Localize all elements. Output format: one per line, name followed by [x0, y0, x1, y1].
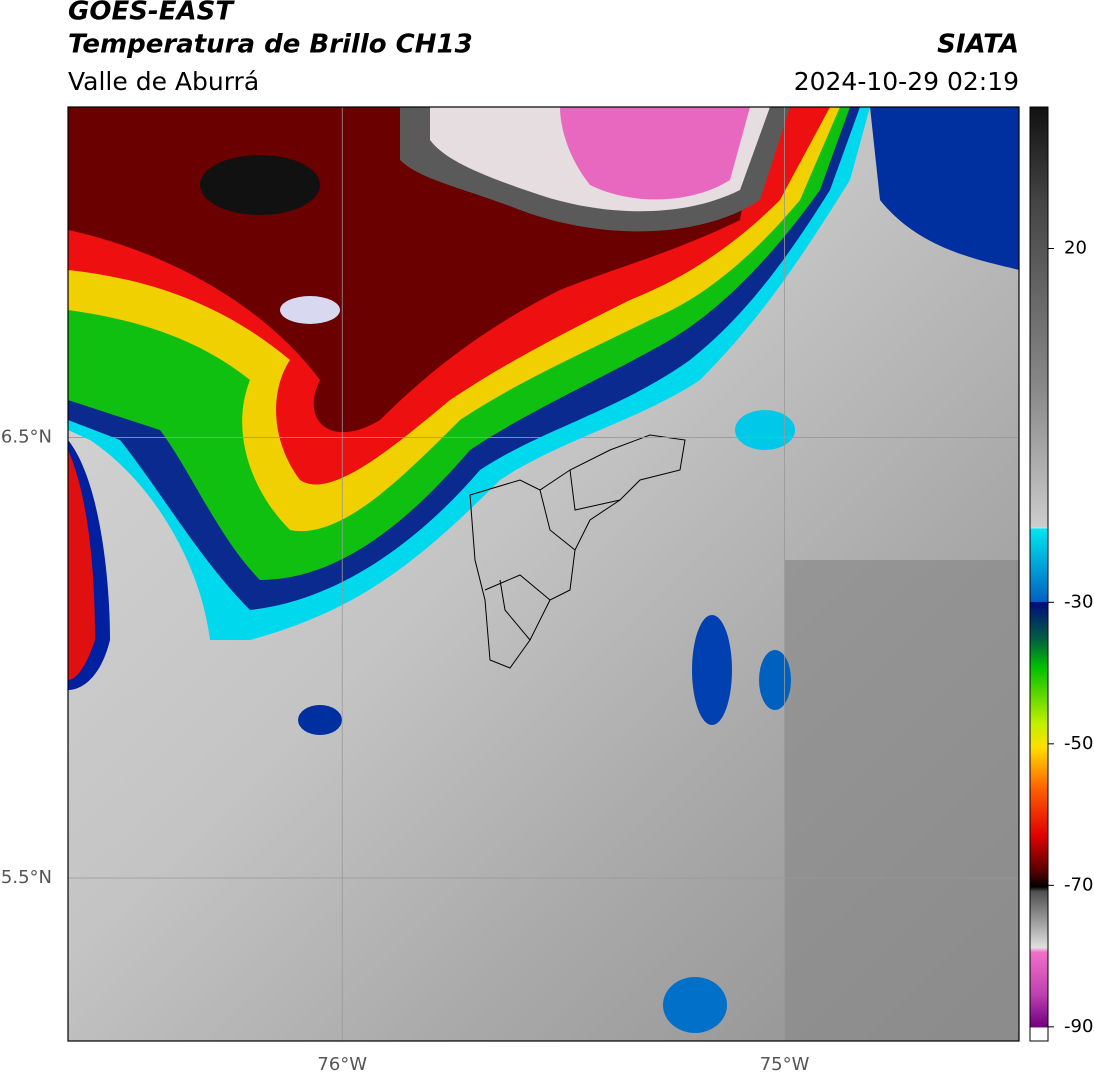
map-frame: [67, 106, 1020, 1042]
cold-cloud: [759, 650, 791, 710]
colorbar-tick-label: 20: [1064, 238, 1087, 259]
lat-tick-label: 5.5°N: [1, 867, 52, 888]
cold-cloud: [735, 410, 795, 450]
satellite-image: [68, 107, 1019, 1041]
lon-tick-label: 76°W: [317, 1054, 367, 1075]
cold-cloud: [68, 450, 95, 680]
cold-cloud: [663, 977, 727, 1033]
very-cold-cloud: [200, 155, 320, 215]
colorbar-tick-label: -30: [1064, 591, 1093, 612]
title: GOES-EAST: [68, 0, 235, 27]
cold-cloud: [692, 615, 732, 725]
lat-tick-label: 6.5°N: [1, 426, 52, 447]
subtitle: Temperatura de Brillo CH13: [68, 30, 473, 60]
cloud-field: [785, 560, 1019, 1041]
region: Valle de Aburrá: [68, 67, 259, 96]
colorbar: [1029, 106, 1049, 1042]
cold-cloud: [870, 107, 1019, 270]
valle-aburra-outline: [469, 434, 686, 669]
colorbar-tick-label: -70: [1064, 874, 1093, 895]
cold-cloud: [298, 705, 342, 735]
datetime: 2024-10-29 02:19: [794, 67, 1019, 96]
municipal-boundaries: [484, 469, 621, 641]
source: SIATA: [937, 30, 1019, 60]
very-cold-cloud: [560, 107, 750, 200]
colorbar-tick-label: -90: [1064, 1016, 1093, 1037]
lon-tick-label: 75°W: [760, 1054, 810, 1075]
cold-cloud: [280, 296, 340, 324]
colorbar-tick-label: -50: [1064, 733, 1093, 754]
graticule: [68, 107, 1019, 1041]
